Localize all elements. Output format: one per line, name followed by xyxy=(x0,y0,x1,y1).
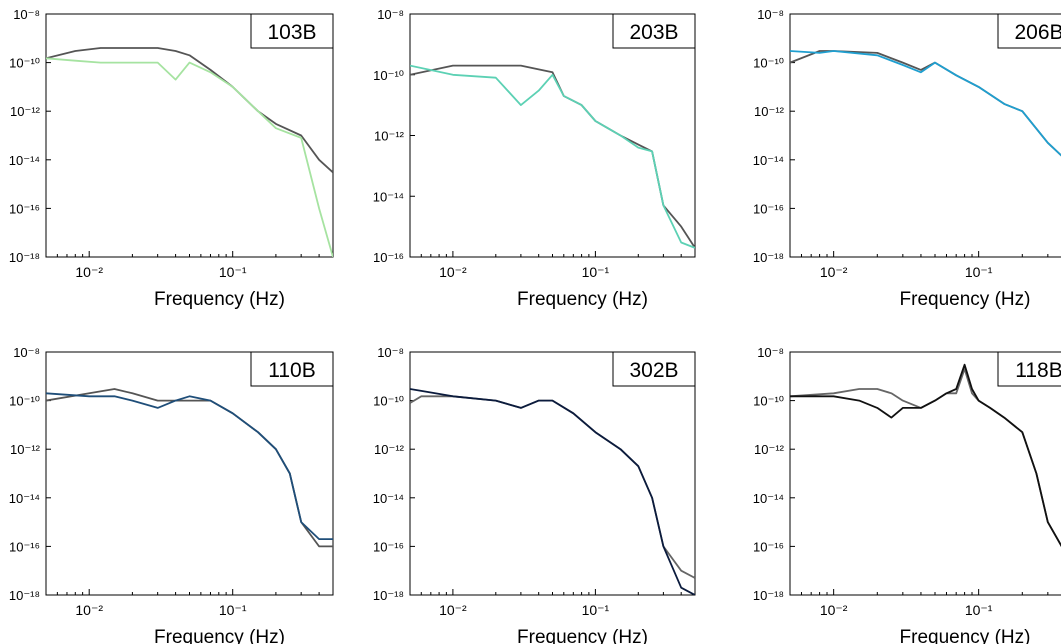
y-tick-label: 10⁻¹² xyxy=(754,442,785,457)
plot-frame xyxy=(789,351,1061,596)
x-tick-label: 10⁻¹ xyxy=(965,264,993,280)
y-tick-label: 10⁻¹⁶ xyxy=(373,539,404,554)
y-tick-label: 10⁻⁸ xyxy=(13,345,40,360)
panel-title: 110B xyxy=(268,359,316,382)
y-tick-label: 10⁻¹² xyxy=(374,442,405,457)
panel-206B: 10⁻¹⁸ 10⁻¹⁶ 10⁻¹⁴ 10⁻¹² 10⁻¹⁰ 10⁻⁸ 10⁻² 10⁻¹ Fre… xyxy=(753,7,1061,310)
x-tick-label: 10⁻¹ xyxy=(219,602,247,618)
y-tick-label: 10⁻¹² xyxy=(754,104,785,119)
series-line-2 xyxy=(410,388,695,595)
panel-title: 203B xyxy=(629,21,678,44)
series-line-2 xyxy=(46,392,333,540)
y-tick-label: 10⁻⁸ xyxy=(377,345,404,360)
x-tick-label: 10⁻² xyxy=(820,264,848,280)
y-tick-label: 10⁻¹⁰ xyxy=(9,394,40,409)
series-line-1 xyxy=(410,64,695,249)
x-tick-label: 10⁻² xyxy=(439,264,467,280)
y-tick-label: 10⁻⁸ xyxy=(757,345,784,360)
y-tick-label: 10⁻¹⁴ xyxy=(373,491,404,506)
y-tick-label: 10⁻⁸ xyxy=(377,7,404,22)
panel-118B: 10⁻¹⁸ 10⁻¹⁶ 10⁻¹⁴ 10⁻¹² 10⁻¹⁰ 10⁻⁸ 10⁻² 10⁻¹ Fre… xyxy=(753,345,1061,644)
panel-title-box xyxy=(997,351,1061,387)
series-line-1 xyxy=(790,50,1061,157)
x-tick-label: 10⁻¹ xyxy=(582,602,610,618)
x-axis-label: Frequency (Hz) xyxy=(154,289,285,310)
plot-frame xyxy=(409,13,696,258)
y-tick-label: 10⁻¹⁴ xyxy=(373,189,404,204)
panel-302B: 10⁻¹⁸ 10⁻¹⁶ 10⁻¹⁴ 10⁻¹² 10⁻¹⁰ 10⁻⁸ 10⁻² 10⁻¹ Fre… xyxy=(373,345,696,644)
series-line-1 xyxy=(790,368,1061,547)
y-tick-label: 10⁻¹⁰ xyxy=(753,394,784,409)
plot-frame xyxy=(45,13,334,258)
x-tick-label: 10⁻² xyxy=(439,602,467,618)
panel-title-box xyxy=(612,351,696,387)
panel-110B: 10⁻¹⁸ 10⁻¹⁶ 10⁻¹⁴ 10⁻¹² 10⁻¹⁰ 10⁻⁸ 10⁻² 10⁻¹ Fre… xyxy=(9,345,334,644)
y-tick-label: 10⁻¹⁴ xyxy=(9,491,40,506)
series-line-2 xyxy=(790,363,1061,547)
x-axis-label: Frequency (Hz) xyxy=(517,627,648,644)
series-line-2 xyxy=(410,64,695,249)
x-tick-label: 10⁻¹ xyxy=(965,602,993,618)
y-tick-label: 10⁻¹⁸ xyxy=(9,250,40,265)
y-tick-label: 10⁻¹⁸ xyxy=(753,588,784,603)
y-tick-label: 10⁻¹⁸ xyxy=(9,588,40,603)
y-tick-label: 10⁻¹² xyxy=(10,104,41,119)
y-tick-label: 10⁻¹⁶ xyxy=(753,539,784,554)
panel-title: 302B xyxy=(629,359,678,382)
series-line-1 xyxy=(410,395,695,579)
x-axis-label: Frequency (Hz) xyxy=(900,289,1031,310)
panel-103B: 10⁻¹⁸ 10⁻¹⁶ 10⁻¹⁴ 10⁻¹² 10⁻¹⁰ 10⁻⁸ 10⁻² 10⁻¹ Fre… xyxy=(9,7,334,310)
panel-title-box xyxy=(250,351,334,387)
panel-title: 206B xyxy=(1014,21,1061,44)
y-tick-label: 10⁻⁸ xyxy=(757,7,784,22)
panel-title-box xyxy=(997,13,1061,49)
y-tick-label: 10⁻¹⁰ xyxy=(373,394,404,409)
panel-title: 118B xyxy=(1015,359,1061,382)
x-tick-label: 10⁻² xyxy=(75,602,103,618)
y-tick-label: 10⁻⁸ xyxy=(13,7,40,22)
y-tick-label: 10⁻¹⁴ xyxy=(9,153,40,168)
panel-title-box xyxy=(612,13,696,49)
y-tick-label: 10⁻¹⁰ xyxy=(373,68,404,83)
x-tick-label: 10⁻² xyxy=(820,602,848,618)
series-line-2 xyxy=(790,50,1061,157)
y-tick-label: 10⁻¹⁰ xyxy=(753,56,784,71)
y-tick-label: 10⁻¹⁸ xyxy=(373,588,404,603)
series-line-1 xyxy=(46,47,333,174)
plot-frame xyxy=(409,351,696,596)
x-tick-label: 10⁻² xyxy=(75,264,103,280)
y-tick-label: 10⁻¹⁴ xyxy=(753,153,784,168)
x-tick-label: 10⁻¹ xyxy=(582,264,610,280)
x-axis-label: Frequency (Hz) xyxy=(154,627,285,644)
y-tick-label: 10⁻¹⁰ xyxy=(9,56,40,71)
series-line-2 xyxy=(46,57,333,257)
y-tick-label: 10⁻¹² xyxy=(10,442,41,457)
x-axis-label: Frequency (Hz) xyxy=(517,289,648,310)
y-tick-label: 10⁻¹⁸ xyxy=(753,250,784,265)
x-tick-label: 10⁻¹ xyxy=(219,264,247,280)
y-tick-label: 10⁻¹⁶ xyxy=(753,201,784,216)
y-tick-label: 10⁻¹² xyxy=(374,129,405,144)
panel-title-box xyxy=(250,13,334,49)
y-tick-label: 10⁻¹⁴ xyxy=(753,491,784,506)
y-tick-label: 10⁻¹⁶ xyxy=(9,201,40,216)
y-tick-label: 10⁻¹⁶ xyxy=(9,539,40,554)
series-line-1 xyxy=(46,388,333,548)
panel-203B: 10⁻¹⁶ 10⁻¹⁴ 10⁻¹² 10⁻¹⁰ 10⁻⁸ 10⁻² 10⁻¹ Frequenc… xyxy=(373,7,696,310)
x-axis-label: Frequency (Hz) xyxy=(900,627,1031,644)
y-tick-label: 10⁻¹⁶ xyxy=(373,250,404,265)
panel-title: 103B xyxy=(267,21,316,44)
